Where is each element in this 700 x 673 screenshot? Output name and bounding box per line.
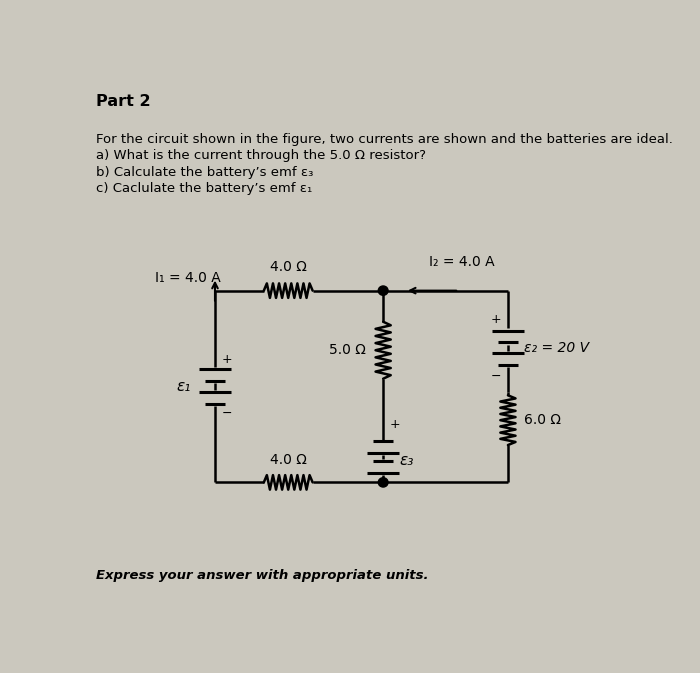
Text: −: − — [222, 407, 232, 420]
Text: Part 2: Part 2 — [96, 94, 150, 109]
Text: 6.0 Ω: 6.0 Ω — [524, 413, 561, 427]
Text: 4.0 Ω: 4.0 Ω — [270, 260, 307, 274]
Text: ε₃: ε₃ — [400, 453, 414, 468]
Text: For the circuit shown in the figure, two currents are shown and the batteries ar: For the circuit shown in the figure, two… — [96, 133, 673, 145]
Text: +: + — [491, 313, 501, 326]
Text: I₂ = 4.0 A: I₂ = 4.0 A — [429, 255, 495, 269]
Circle shape — [378, 286, 388, 295]
Text: I₁ = 4.0 A: I₁ = 4.0 A — [155, 271, 221, 285]
Text: ε₂ = 20 V: ε₂ = 20 V — [524, 341, 589, 355]
Circle shape — [378, 478, 388, 487]
Text: −: − — [491, 369, 501, 383]
Text: a) What is the current through the 5.0 Ω resistor?: a) What is the current through the 5.0 Ω… — [96, 149, 426, 162]
Text: 5.0 Ω: 5.0 Ω — [330, 343, 366, 357]
Text: ε₁: ε₁ — [176, 379, 190, 394]
Text: b) Calculate the battery’s emf ε₃: b) Calculate the battery’s emf ε₃ — [96, 166, 313, 179]
Text: c) Caclulate the battery’s emf ε₁: c) Caclulate the battery’s emf ε₁ — [96, 182, 312, 195]
Text: +: + — [222, 353, 232, 366]
Text: Express your answer with appropriate units.: Express your answer with appropriate uni… — [96, 569, 428, 582]
Text: 4.0 Ω: 4.0 Ω — [270, 453, 307, 467]
Text: +: + — [390, 418, 400, 431]
